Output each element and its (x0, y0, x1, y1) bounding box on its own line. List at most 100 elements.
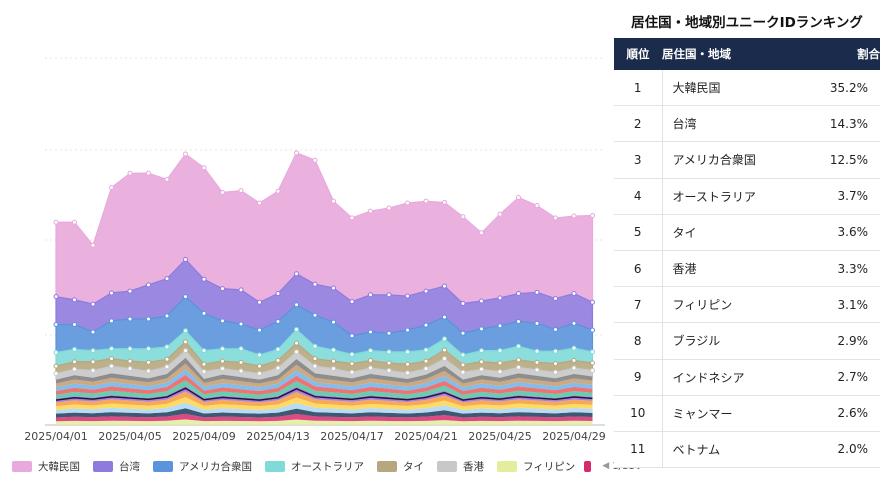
data-point[interactable] (294, 302, 299, 308)
data-point[interactable] (294, 349, 299, 355)
data-point[interactable] (553, 361, 558, 367)
data-point[interactable] (201, 276, 207, 282)
data-point[interactable] (590, 349, 595, 355)
data-point[interactable] (220, 286, 225, 292)
data-point[interactable] (275, 346, 281, 352)
data-point[interactable] (238, 287, 244, 293)
data-point[interactable] (90, 359, 96, 365)
data-point[interactable] (516, 364, 521, 370)
data-point[interactable] (183, 348, 188, 354)
legend-item[interactable]: 香港 (436, 459, 484, 474)
data-point[interactable] (571, 358, 577, 364)
data-point[interactable] (127, 316, 133, 322)
data-point[interactable] (386, 367, 392, 373)
data-point[interactable] (127, 346, 133, 352)
data-point[interactable] (164, 344, 170, 350)
data-point[interactable] (164, 313, 170, 319)
data-point[interactable] (72, 322, 77, 328)
data-point[interactable] (109, 346, 114, 352)
data-point[interactable] (312, 356, 318, 362)
data-point[interactable] (90, 301, 96, 307)
data-point[interactable] (479, 348, 484, 354)
data-point[interactable] (571, 365, 577, 371)
data-point[interactable] (183, 151, 188, 157)
data-point[interactable] (257, 327, 262, 333)
data-point[interactable] (90, 348, 96, 354)
data-point[interactable] (220, 190, 225, 195)
data-point[interactable] (423, 288, 429, 294)
data-point[interactable] (460, 369, 466, 375)
table-row[interactable]: 3 アメリカ合衆国 12.5% (614, 141, 880, 179)
data-point[interactable] (442, 283, 447, 289)
data-point[interactable] (460, 214, 466, 220)
data-point[interactable] (405, 370, 410, 376)
data-point[interactable] (312, 343, 318, 349)
data-point[interactable] (146, 316, 151, 322)
data-point[interactable] (553, 215, 558, 221)
table-row[interactable]: 8 ブラジル 2.9% (614, 322, 880, 360)
data-point[interactable] (368, 348, 373, 354)
data-point[interactable] (442, 347, 447, 353)
data-point[interactable] (423, 198, 429, 204)
data-point[interactable] (553, 369, 558, 375)
data-point[interactable] (312, 281, 318, 287)
series-area[interactable] (55, 152, 594, 305)
data-point[interactable] (72, 366, 77, 372)
data-point[interactable] (294, 150, 299, 156)
data-point[interactable] (146, 359, 151, 365)
data-point[interactable] (423, 358, 429, 364)
data-point[interactable] (275, 188, 281, 194)
data-point[interactable] (405, 361, 410, 367)
legend-item[interactable]: アメリカ合衆国 (153, 459, 252, 474)
data-point[interactable] (368, 365, 373, 371)
data-point[interactable] (516, 357, 521, 363)
data-point[interactable] (183, 294, 188, 300)
data-point[interactable] (238, 188, 244, 194)
data-point[interactable] (349, 215, 355, 221)
data-point[interactable] (220, 346, 225, 352)
data-point[interactable] (201, 361, 207, 367)
data-point[interactable] (183, 339, 188, 345)
data-point[interactable] (331, 366, 336, 372)
column-header-region[interactable]: 居住国・地域 (662, 47, 731, 61)
data-point[interactable] (109, 363, 114, 369)
data-point[interactable] (368, 358, 373, 364)
data-point[interactable] (238, 359, 244, 365)
data-point[interactable] (534, 320, 540, 326)
data-point[interactable] (53, 363, 59, 369)
data-point[interactable] (368, 292, 373, 298)
legend-item[interactable]: タイ (376, 459, 424, 474)
data-point[interactable] (257, 352, 262, 358)
data-point[interactable] (590, 360, 595, 366)
data-point[interactable] (72, 359, 77, 365)
data-point[interactable] (460, 330, 466, 336)
data-point[interactable] (460, 352, 466, 358)
data-point[interactable] (220, 366, 225, 372)
data-point[interactable] (53, 371, 59, 377)
table-row[interactable]: 4 オーストラリア 3.7% (614, 178, 880, 215)
data-point[interactable] (349, 299, 355, 305)
data-point[interactable] (275, 358, 281, 364)
data-point[interactable] (386, 292, 392, 298)
data-point[interactable] (405, 349, 410, 355)
data-point[interactable] (534, 203, 540, 209)
data-point[interactable] (164, 276, 170, 282)
data-point[interactable] (349, 361, 355, 367)
data-point[interactable] (127, 358, 133, 364)
data-point[interactable] (479, 298, 484, 304)
data-point[interactable] (72, 346, 77, 352)
data-point[interactable] (590, 212, 595, 218)
data-point[interactable] (146, 170, 151, 176)
table-row[interactable]: 9 インドネシア 2.7% (614, 359, 880, 396)
data-point[interactable] (553, 348, 558, 354)
data-point[interactable] (423, 322, 429, 328)
data-point[interactable] (201, 369, 207, 375)
data-point[interactable] (479, 230, 484, 236)
data-point[interactable] (275, 365, 281, 371)
data-point[interactable] (238, 368, 244, 374)
data-point[interactable] (109, 290, 114, 296)
data-point[interactable] (146, 346, 151, 352)
data-point[interactable] (553, 296, 558, 302)
data-point[interactable] (534, 367, 540, 373)
data-point[interactable] (386, 330, 392, 336)
